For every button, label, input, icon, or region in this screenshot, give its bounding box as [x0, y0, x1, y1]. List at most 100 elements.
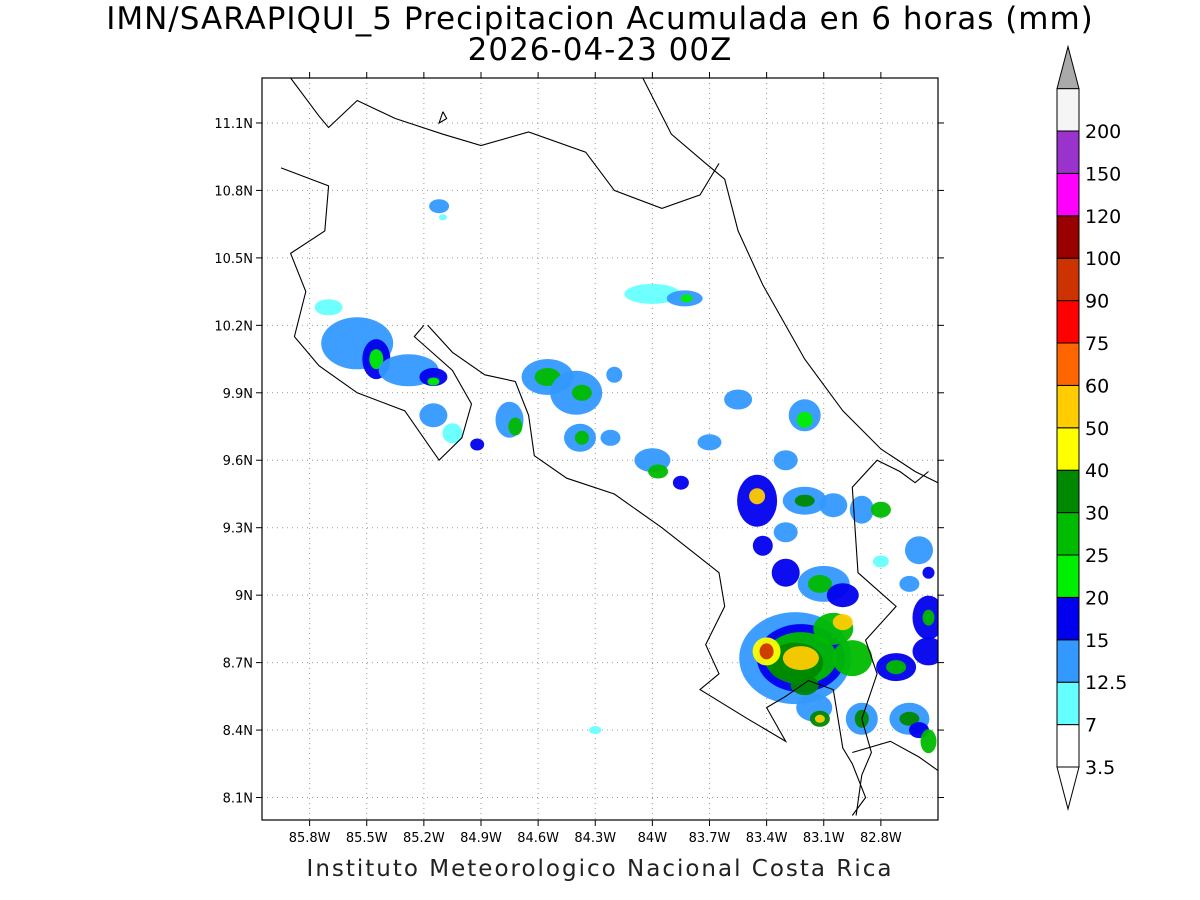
- legend-level-label: 7: [1085, 715, 1097, 737]
- precip-cell: [773, 522, 798, 543]
- legend-swatch: [1056, 130, 1080, 174]
- precip-cell: [724, 389, 753, 410]
- precip-cell: [419, 368, 448, 386]
- x-tick-label: 84.6W: [517, 831, 559, 846]
- precip-cell: [819, 493, 848, 518]
- legend-swatch: [1056, 427, 1080, 471]
- precip-cell: [912, 637, 938, 666]
- y-tick-label: 11.1N: [214, 117, 253, 132]
- precip-cell: [672, 475, 689, 490]
- legend-level-label: 20: [1085, 587, 1109, 609]
- island-outline: [438, 111, 448, 125]
- precip-cell: [470, 438, 485, 451]
- precip-cell: [771, 558, 800, 587]
- precip-cell: [759, 643, 774, 660]
- precip-cell: [314, 299, 343, 316]
- legend-swatch: [1056, 724, 1080, 768]
- precip-cell: [782, 646, 819, 671]
- legend-swatch: [1056, 384, 1080, 429]
- precip-cell: [832, 614, 853, 631]
- x-tick-label: 83.7W: [689, 831, 731, 846]
- legend-level-label: 60: [1085, 375, 1109, 397]
- y-tick-label: 8.1N: [223, 792, 253, 807]
- legend-swatch: [1056, 300, 1080, 344]
- legend-top-arrow: [1056, 44, 1080, 90]
- precip-cell: [508, 417, 523, 436]
- precip-cell: [442, 423, 463, 444]
- coastline-segment: [427, 324, 867, 816]
- precip-cell: [571, 384, 592, 401]
- legend-swatch: [1056, 215, 1080, 259]
- legend-level-label: 150: [1085, 163, 1121, 185]
- legend-level-label: 75: [1085, 333, 1109, 355]
- coastline-segment: [290, 78, 720, 209]
- x-tick-label: 83.1W: [803, 831, 845, 846]
- precip-cell: [752, 535, 773, 556]
- x-tick-label: 83.4W: [746, 831, 788, 846]
- y-tick-label: 8.4N: [223, 724, 253, 739]
- precipitation-field: [314, 199, 938, 754]
- legend-bottom-arrow: [1056, 766, 1080, 811]
- precip-cell: [648, 464, 669, 479]
- legend-level-label: 40: [1085, 460, 1109, 482]
- legend-level-label: 100: [1085, 248, 1121, 270]
- precip-cell: [796, 411, 813, 428]
- legend-swatch: [1056, 257, 1080, 302]
- precip-cell: [419, 403, 448, 428]
- precip-cell: [369, 349, 384, 370]
- precip-cell: [814, 714, 825, 723]
- precip-cell: [826, 583, 859, 608]
- precip-cell: [749, 488, 766, 505]
- coastline-borders: [280, 78, 938, 816]
- chart-subtitle-date: 2026-04-23 00Z: [467, 32, 733, 68]
- legend-swatch: [1056, 172, 1080, 217]
- legend-swatch: [1056, 469, 1080, 514]
- precip-cell: [606, 366, 623, 383]
- plot-frame: [261, 77, 939, 821]
- coastline-segment: [852, 740, 938, 771]
- y-tick-label: 9.6N: [223, 454, 253, 469]
- precip-cell: [905, 536, 933, 565]
- coastline-segment: [642, 78, 938, 484]
- y-tick-label: 10.2N: [214, 319, 253, 334]
- legend-level-label: 120: [1085, 206, 1121, 228]
- precip-cell: [832, 640, 873, 677]
- legend-level-label: 50: [1085, 418, 1109, 440]
- precip-cell: [849, 495, 874, 524]
- y-tick-label: 9.3N: [223, 522, 253, 537]
- legend-swatch: [1056, 512, 1080, 556]
- y-tick-label: 9N: [235, 589, 253, 604]
- precip-cell: [794, 494, 815, 507]
- footer-credit: Instituto Meteorologico Nacional Costa R…: [306, 856, 894, 882]
- precip-cell: [922, 566, 935, 579]
- precip-cell: [600, 429, 621, 446]
- legend-swatch: [1056, 681, 1080, 726]
- precip-cell: [574, 430, 589, 445]
- precip-cell: [589, 726, 602, 735]
- x-tick-label: 84W: [638, 831, 668, 846]
- legend-level-label: 15: [1085, 630, 1109, 652]
- precip-cell: [790, 675, 819, 696]
- precip-cell: [899, 575, 920, 592]
- precip-cell: [624, 283, 681, 304]
- legend-level-label: 30: [1085, 503, 1109, 525]
- coastline-segment: [280, 167, 473, 462]
- precip-cell: [922, 609, 935, 626]
- legend-level-label: 25: [1085, 545, 1109, 567]
- chart-title: IMN/SARAPIQUI_5 Precipitacion Acumulada …: [106, 1, 1094, 37]
- y-tick-label: 8.7N: [223, 657, 253, 672]
- legend-level-label: 3.5: [1085, 757, 1115, 779]
- legend-swatch: [1056, 342, 1080, 386]
- precip-cell: [872, 555, 889, 568]
- precip-cell: [427, 377, 440, 386]
- x-tick-label: 85.2W: [403, 831, 445, 846]
- precip-cell: [920, 729, 937, 754]
- legend-level-label: 200: [1085, 121, 1121, 143]
- precip-cell: [899, 711, 920, 726]
- color-legend: 3.5 7 12.5 15 20 25 30 40 50 60 75 90 100 120 150 200: [1056, 44, 1127, 811]
- x-tick-label: 84.9W: [460, 831, 502, 846]
- y-axis-ticks: 11.1N 10.8N 10.5N 10.2N 9.9N 9.6N 9.3N 9N 8.7N 8.…: [214, 117, 944, 807]
- legend-swatch: [1056, 88, 1080, 132]
- precip-cell: [886, 660, 907, 675]
